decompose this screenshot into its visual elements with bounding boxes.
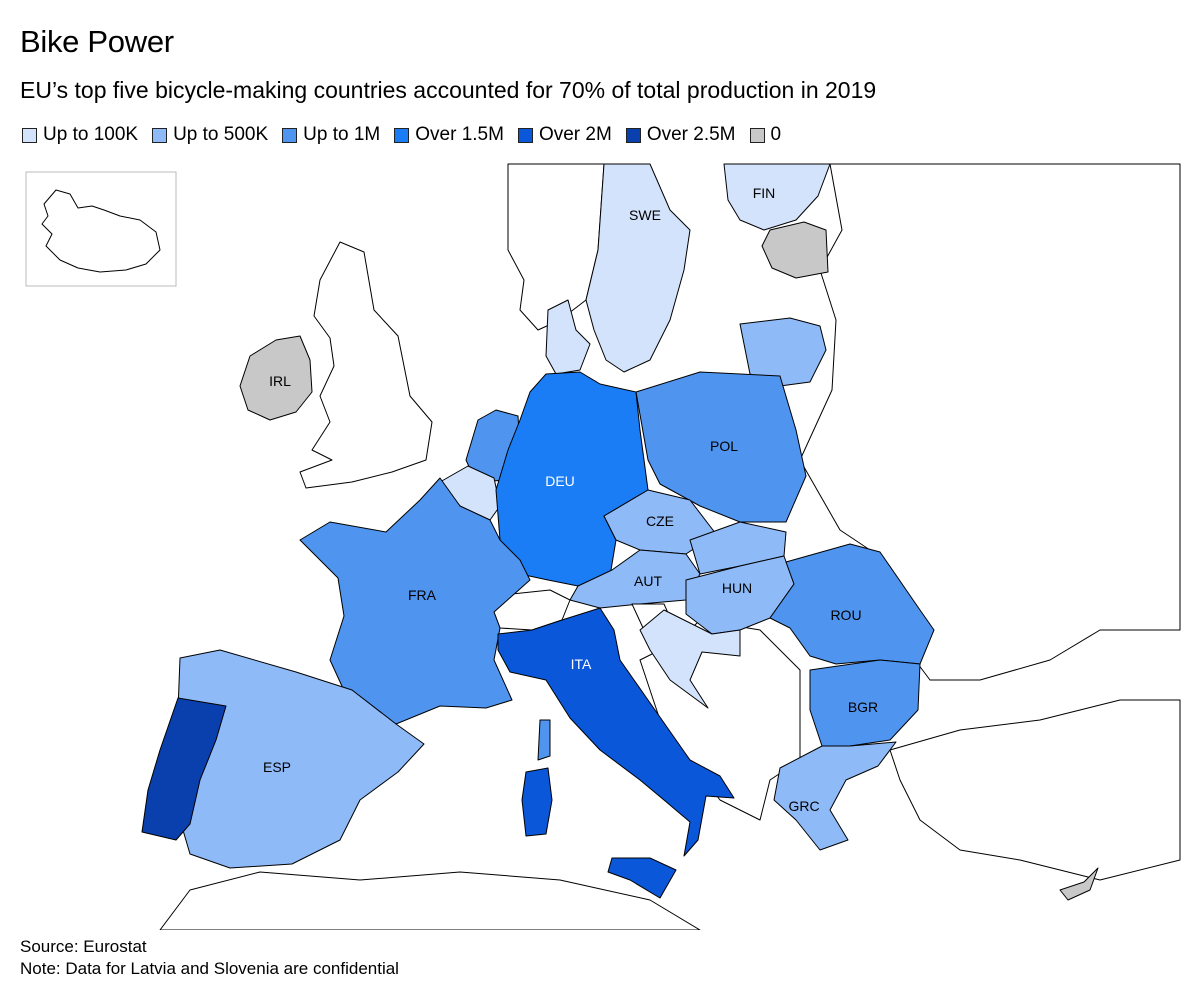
legend-swatch — [22, 127, 37, 143]
legend-swatch — [394, 127, 410, 143]
country-ita — [497, 607, 735, 857]
label-esp: ESP — [263, 759, 291, 775]
country-grc — [773, 741, 897, 851]
country-irl — [239, 335, 313, 421]
label-cze: CZE — [646, 513, 674, 529]
legend-item-zero: 0 — [749, 124, 782, 146]
country-fin — [723, 163, 831, 231]
country-fra — [299, 477, 531, 725]
chart-title: Bike Power — [20, 24, 174, 59]
country-dnk — [545, 299, 591, 375]
country-ita-sardinia — [521, 767, 553, 837]
legend-item-over-1-5m: Over 1.5M — [394, 124, 504, 146]
legend-swatch — [282, 127, 298, 143]
label-rou: ROU — [830, 607, 861, 623]
land-turkey — [889, 699, 1181, 881]
legend-label: Up to 100K — [43, 124, 139, 145]
legend-label: Over 2.5M — [646, 124, 736, 145]
label-ita: ITA — [571, 656, 592, 672]
legend-label: Up to 500K — [173, 124, 269, 145]
legend-label: Up to 1M — [303, 124, 381, 145]
chart-subtitle: EU’s top five bicycle-making countries a… — [20, 77, 877, 103]
legend-item-over-2m: Over 2M — [517, 124, 612, 146]
label-hun: HUN — [722, 580, 752, 596]
label-bgr: BGR — [848, 699, 878, 715]
legend-item-over-2-5m: Over 2.5M — [625, 124, 736, 146]
legend-label: Over 1.5M — [415, 124, 504, 145]
label-pol: POL — [710, 438, 738, 454]
country-ita-sicily — [607, 857, 677, 899]
legend-item-up-to-1m: Up to 1M — [282, 124, 380, 146]
country-prt — [141, 697, 227, 841]
legend: Up to 100K Up to 500K Up to 1M Over 1.5M… — [22, 124, 795, 146]
label-aut: AUT — [634, 573, 662, 589]
label-swe: SWE — [629, 207, 661, 223]
country-est — [761, 221, 829, 279]
legend-swatch — [749, 127, 765, 143]
country-pol — [635, 371, 807, 523]
iceland-shape — [41, 189, 161, 273]
country-bgr — [809, 659, 921, 747]
label-grc: GRC — [788, 798, 819, 814]
country-cyp — [1059, 867, 1099, 901]
legend-swatch — [625, 127, 641, 143]
country-swe — [585, 163, 691, 373]
legend-item-up-to-500k: Up to 500K — [152, 124, 268, 146]
land-north-africa — [159, 871, 701, 930]
legend-item-up-to-100k: Up to 100K — [22, 124, 138, 146]
land-switzerland — [493, 589, 571, 631]
land-uk — [299, 241, 433, 489]
label-irl: IRL — [269, 373, 291, 389]
source-note: Source: Eurostat — [20, 937, 147, 956]
legend-swatch — [152, 127, 168, 143]
legend-label: Over 2M — [538, 124, 612, 145]
country-fra-corsica — [537, 719, 551, 761]
label-deu: DEU — [545, 473, 575, 489]
europe-map: IRL SWE FIN DEU POL CZE AUT HUN ROU BGR … — [25, 163, 1181, 930]
label-fra: FRA — [408, 587, 437, 603]
legend-label: 0 — [770, 124, 782, 145]
country-hrv — [639, 609, 741, 709]
label-fin: FIN — [753, 185, 776, 201]
confidential-note: Note: Data for Latvia and Slovenia are c… — [20, 959, 399, 978]
legend-swatch — [517, 127, 533, 143]
